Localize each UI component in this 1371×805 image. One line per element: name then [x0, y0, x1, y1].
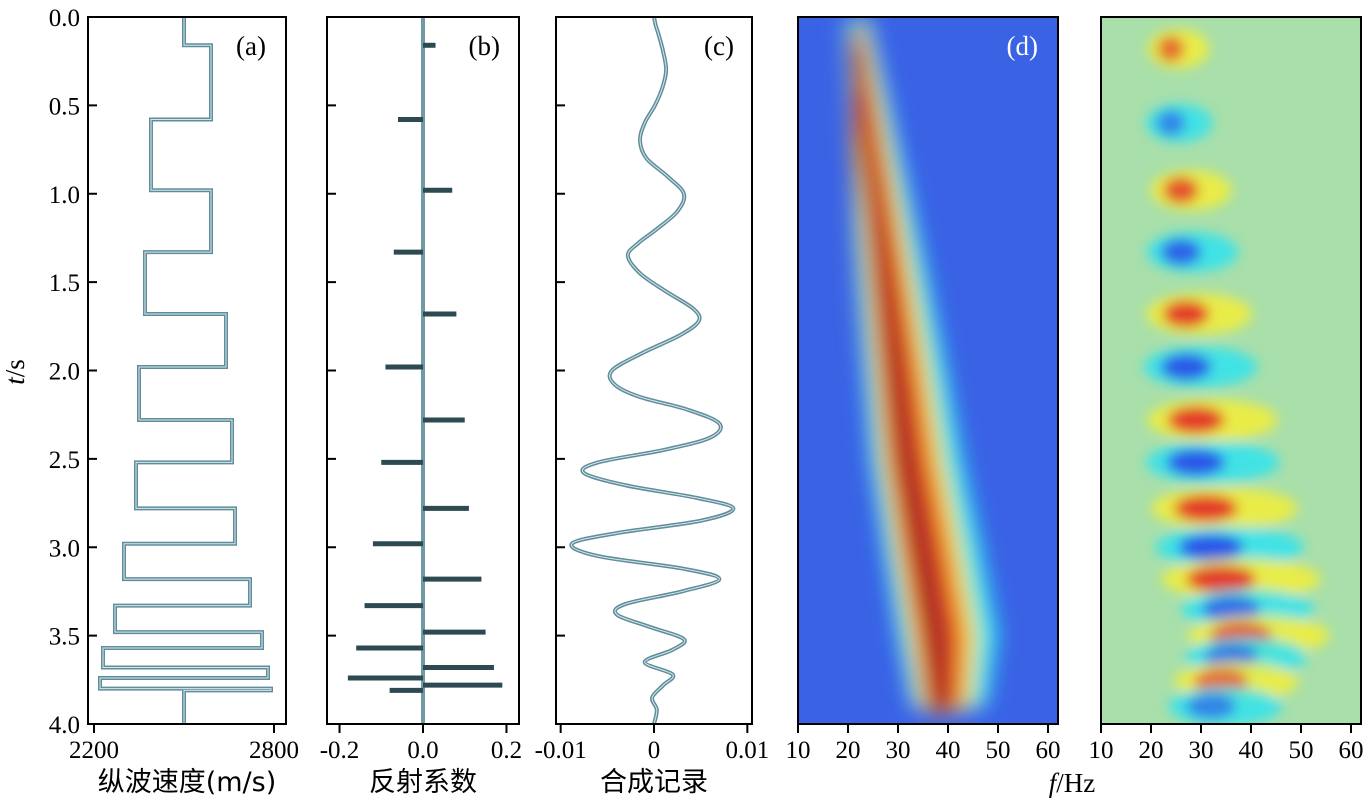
- x-tick-label: 60: [1036, 737, 1061, 764]
- y-tick-label: 4.0: [49, 712, 80, 739]
- y-tick-label: 0.5: [49, 93, 80, 120]
- x-tick-label: 2800: [249, 737, 299, 764]
- synthetic-trace-highlight: [570, 16, 734, 725]
- panel-frame: [326, 16, 520, 725]
- lobe-core: [1163, 177, 1199, 204]
- spectrum-image: [798, 17, 1058, 724]
- x-tick-label: 30: [1189, 737, 1214, 764]
- shared-x-label-unit: /Hz: [1056, 768, 1095, 798]
- panel-frame: [1100, 16, 1362, 725]
- shared-x-axis-label: f/Hz: [1049, 768, 1096, 798]
- x-tick-label: 10: [1089, 737, 1114, 764]
- lobe-core: [1156, 110, 1186, 136]
- y-tick-label: 2.5: [49, 447, 80, 474]
- x-tick-label: 20: [836, 737, 861, 764]
- y-tick-label: 3.0: [49, 535, 80, 562]
- y-tick-label: 3.5: [49, 624, 80, 651]
- lobe-core: [1173, 494, 1239, 522]
- velocity-line: [98, 17, 273, 724]
- y-axis-label: t/s: [0, 359, 30, 385]
- spectrum-level-5: [851, 17, 948, 716]
- lobe-core: [1186, 565, 1256, 593]
- panel-d-spectrum: 10 20 30 40 50 60 (d): [786, 16, 1061, 764]
- x-tick-label: 50: [986, 737, 1011, 764]
- x-axis-label: 反射系数: [369, 767, 477, 798]
- y-tick-label: 1.5: [49, 270, 80, 297]
- panel-frame: [87, 16, 287, 725]
- y-tick-label: 2.0: [49, 359, 80, 386]
- x-tick-label: 0.01: [725, 737, 769, 764]
- panel-label: (b): [469, 31, 500, 61]
- lobe-core: [1167, 406, 1225, 434]
- panel-e-spectrum-detail: 10 20 30 40 50 60: [1089, 16, 1364, 764]
- shared-x-label-var: f: [1049, 768, 1060, 798]
- x-tick-label: -0.2: [320, 737, 360, 764]
- lobe-core: [1160, 353, 1212, 381]
- spectrum-detail-image: [1101, 17, 1361, 724]
- panel-b-reflectivity: -0.2 0.0 0.2 反射系数 (b): [320, 16, 522, 798]
- x-tick-label: 40: [1239, 737, 1264, 764]
- x-tick-label: 30: [886, 737, 911, 764]
- x-tick-label: 10: [786, 737, 811, 764]
- x-tick-label: 40: [936, 737, 961, 764]
- panel-frame: [797, 16, 1059, 725]
- x-tick-label: 0.0: [407, 737, 438, 764]
- x-tick-label: 50: [1289, 737, 1314, 764]
- x-tick-label: 2200: [69, 737, 119, 764]
- lobe-core: [1178, 533, 1244, 561]
- y-tick-label: 0.0: [49, 5, 80, 32]
- spectrum-blur-layer: [844, 17, 998, 716]
- panel-frame: [555, 16, 753, 725]
- x-axis-label: 纵波速度(m/s): [98, 767, 277, 798]
- lobe-core: [1162, 300, 1210, 328]
- lobe-core: [1166, 448, 1226, 476]
- x-tick-label: 60: [1339, 737, 1364, 764]
- x-axis-label: 合成记录: [600, 767, 708, 798]
- y-axis-label-var: t: [0, 376, 30, 385]
- spectrum-detail-blur-layer: [1143, 29, 1330, 724]
- lobe-core: [1160, 238, 1202, 266]
- x-tick-label: 0: [648, 737, 661, 764]
- x-tick-label: -0.01: [535, 737, 587, 764]
- panel-c-synthetic: -0.01 0 0.01 合成记录 (c): [535, 16, 769, 798]
- x-tick-label: 0.2: [491, 737, 522, 764]
- lobe-core: [1201, 596, 1261, 623]
- y-tick-label: 1.0: [49, 182, 80, 209]
- panel-label: (a): [236, 31, 266, 61]
- synthetic-trace: [569, 16, 736, 725]
- velocity-line-highlight: [99, 17, 272, 724]
- panel-label: (d): [1007, 31, 1038, 61]
- lobe-core: [1186, 693, 1236, 719]
- lobe-core: [1157, 35, 1185, 62]
- panel-label: (c): [704, 31, 734, 61]
- x-tick-label: 20: [1139, 737, 1164, 764]
- y-axis-label-unit: /s: [0, 359, 30, 377]
